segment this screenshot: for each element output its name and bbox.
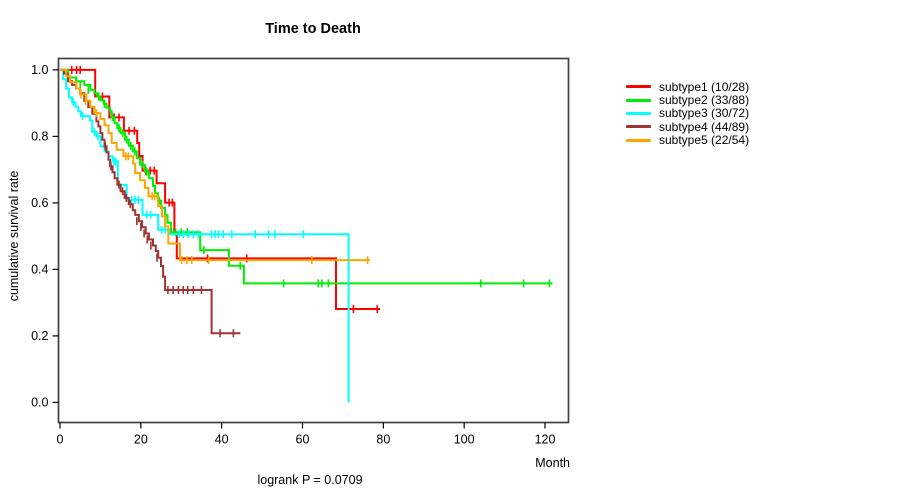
chart-title: Time to Death: [265, 21, 361, 37]
y-tick-label-0.8: 0.8: [31, 130, 48, 144]
x-tick-label-40: 40: [215, 433, 229, 447]
legend: subtype1 (10/28) subtype2 (33/88) subtyp…: [626, 80, 749, 147]
y-tick-label-1.0: 1.0: [31, 63, 48, 77]
legend-item-subtype1: subtype1 (10/28): [626, 79, 750, 94]
legend-label-subtype2: subtype2 (33/88): [659, 93, 750, 108]
legend-line-subtype1: [626, 85, 651, 89]
x-tick-label-20: 20: [134, 433, 148, 447]
y-tick-label-0.6: 0.6: [31, 196, 48, 210]
x-axis-title: Month: [535, 456, 570, 470]
plot-frame: [57, 57, 570, 424]
x-tick-label-120: 120: [535, 433, 556, 447]
series-line-subtype2: [60, 68, 553, 285]
legend-label-subtype3: subtype3 (30/72): [659, 106, 750, 121]
legend-label-subtype4: subtype4 (44/89): [659, 119, 750, 134]
legend-line-subtype2: [626, 98, 651, 102]
legend-item-subtype3: subtype3 (30/72): [626, 106, 750, 121]
legend-line-subtype3: [626, 111, 651, 115]
legend-line-subtype5: [626, 138, 651, 142]
legend-line-subtype4: [626, 125, 651, 129]
series-line-subtype5: [60, 68, 370, 262]
y-tick-label-0.2: 0.2: [31, 329, 48, 343]
y-tick-label-0.4: 0.4: [31, 263, 48, 277]
x-tick-label-0: 0: [57, 433, 64, 447]
legend-item-subtype4: subtype4 (44/89): [626, 119, 750, 134]
x-tick-label-60: 60: [296, 433, 310, 447]
series-line-subtype4: [60, 68, 241, 335]
legend-label-subtype5: subtype5 (22/54): [659, 133, 750, 148]
y-tick-label-0.0: 0.0: [31, 396, 48, 410]
legend-item-subtype2: subtype2 (33/88): [626, 93, 750, 108]
legend-label-subtype1: subtype1 (10/28): [659, 79, 750, 94]
logrank-annotation: logrank P = 0.0709: [257, 473, 363, 487]
x-tick-label-100: 100: [454, 433, 475, 447]
series-line-subtype1: [60, 68, 381, 310]
x-tick-label-80: 80: [376, 433, 390, 447]
series-line-subtype3: [60, 68, 350, 403]
legend-item-subtype5: subtype5 (22/54): [626, 133, 750, 148]
